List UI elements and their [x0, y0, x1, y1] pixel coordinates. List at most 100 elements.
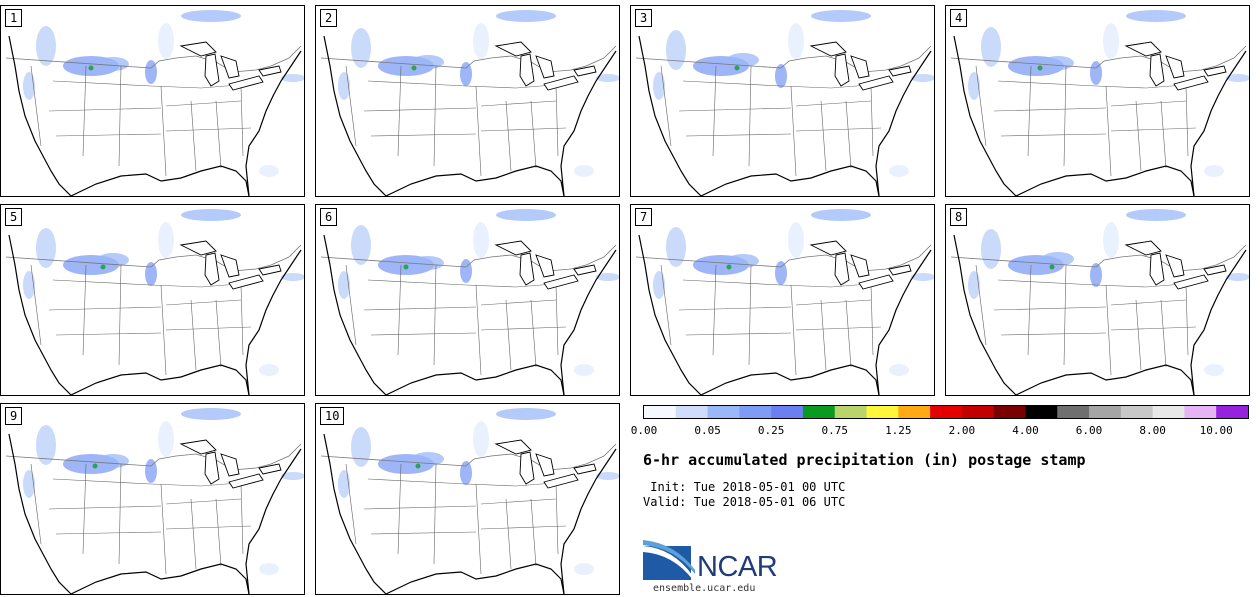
init-time: Init: Tue 2018-05-01 00 UTC — [643, 480, 846, 494]
colorbar-bin — [866, 406, 899, 418]
precip-area — [351, 28, 371, 68]
precipitation-map — [950, 10, 1249, 196]
precip-area — [145, 459, 157, 483]
colorbar-bin — [1120, 406, 1154, 418]
member-panel-1[interactable]: 1 — [0, 5, 305, 197]
precip-area — [653, 271, 665, 299]
precip-area — [181, 408, 241, 420]
precip-area — [1042, 56, 1074, 70]
precip-area — [281, 273, 304, 281]
colorbar-tick-label: 0.25 — [757, 424, 785, 437]
valid-time: Valid: Tue 2018-05-01 06 UTC — [643, 495, 846, 509]
precip-peak — [734, 65, 740, 71]
precip-area — [259, 364, 279, 376]
precip-area — [1090, 61, 1102, 85]
precipitation-colorbar — [643, 405, 1249, 419]
precip-peak — [403, 264, 409, 270]
precip-area — [775, 64, 787, 88]
precip-area — [351, 427, 371, 467]
member-panel-9[interactable]: 9 — [0, 403, 305, 595]
colorbar-bin — [771, 406, 804, 418]
precip-area — [574, 165, 594, 177]
precip-area — [36, 425, 56, 465]
precip-area — [666, 30, 686, 70]
member-panel-2[interactable]: 2 — [315, 5, 620, 197]
colorbar-bin — [675, 406, 709, 418]
precip-area — [1126, 209, 1186, 221]
precip-area — [496, 209, 556, 221]
precip-area — [181, 10, 241, 22]
precip-area — [460, 461, 472, 485]
member-panel-6[interactable]: 6 — [315, 204, 620, 396]
colorbar-bin — [961, 406, 995, 418]
member-panel-5[interactable]: 5 — [0, 204, 305, 396]
precip-area — [412, 256, 444, 270]
colorbar-bin — [1057, 406, 1090, 418]
precip-area — [181, 209, 241, 221]
precip-area — [911, 273, 934, 281]
precip-area — [788, 23, 804, 59]
precip-area — [97, 454, 129, 468]
precip-area — [473, 23, 489, 59]
precip-peak — [415, 463, 421, 469]
colorbar-bin — [1152, 406, 1185, 418]
precip-area — [97, 57, 129, 71]
precip-area — [968, 72, 980, 100]
precipitation-map — [5, 408, 304, 594]
precip-area — [1103, 23, 1119, 59]
precip-area — [281, 472, 304, 480]
colorbar-bin — [898, 406, 931, 418]
precip-area — [496, 408, 556, 420]
colorbar-bin — [834, 406, 868, 418]
precipitation-map — [5, 10, 304, 196]
colorbar-tick-label: 6.00 — [1075, 424, 1103, 437]
precip-peak — [1049, 264, 1055, 270]
precip-area — [1103, 222, 1119, 258]
precip-area — [911, 74, 934, 82]
member-panel-3[interactable]: 3 — [630, 5, 935, 197]
member-label: 3 — [635, 9, 653, 27]
member-panel-7[interactable]: 7 — [630, 204, 935, 396]
ncar-logo-text: NCAR — [697, 551, 778, 583]
precipitation-map — [5, 209, 304, 395]
precip-area — [23, 271, 35, 299]
precip-area — [1090, 263, 1102, 287]
precip-area — [36, 228, 56, 268]
member-label: 9 — [5, 407, 23, 425]
precip-area — [473, 222, 489, 258]
precip-area — [596, 74, 619, 82]
precipitation-map — [320, 209, 619, 395]
precip-area — [412, 55, 444, 69]
precip-area — [574, 364, 594, 376]
precip-area — [889, 165, 909, 177]
colorbar-tick-label: 10.00 — [1199, 424, 1233, 437]
precip-area — [145, 60, 157, 84]
precip-peak — [1037, 65, 1043, 71]
precip-area — [338, 72, 350, 100]
precip-area — [351, 225, 371, 265]
colorbar-bin — [1089, 406, 1122, 418]
precip-area — [259, 165, 279, 177]
precip-peak — [92, 463, 98, 469]
precip-area — [281, 74, 304, 82]
colorbar-bin — [1216, 406, 1249, 418]
precip-area — [338, 470, 350, 498]
member-panel-10[interactable]: 10 — [315, 403, 620, 595]
precip-area — [1126, 10, 1186, 22]
precipitation-map — [635, 209, 934, 395]
member-panel-4[interactable]: 4 — [945, 5, 1250, 197]
precip-peak — [88, 65, 94, 71]
colorbar-tick-label: 0.75 — [821, 424, 848, 437]
member-label: 1 — [5, 9, 23, 27]
precip-area — [981, 229, 1001, 269]
precip-area — [23, 470, 35, 498]
precip-area — [889, 364, 909, 376]
member-label: 7 — [635, 208, 653, 226]
member-label: 5 — [5, 208, 23, 226]
member-panel-8[interactable]: 8 — [945, 204, 1250, 396]
precipitation-map — [320, 10, 619, 196]
colorbar-tick-label: 0.00 — [630, 424, 658, 437]
member-label: 10 — [320, 407, 345, 425]
colorbar-bin — [707, 406, 740, 418]
precipitation-map — [950, 209, 1249, 395]
